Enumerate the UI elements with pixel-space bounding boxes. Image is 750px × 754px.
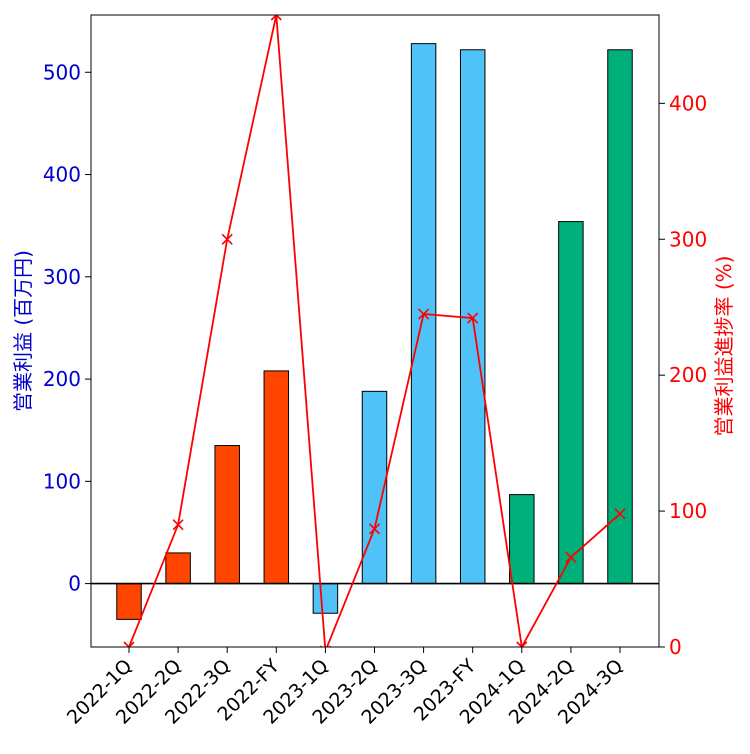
bar-2024-1Q: [509, 494, 535, 585]
y-tick-right-label: 400: [669, 91, 707, 115]
bar-2022-1Q: [116, 583, 142, 620]
y-axis-label-right: 営業利益進捗率 (%): [712, 256, 736, 437]
y-tick-left-label: 200: [43, 367, 81, 391]
y-tick-right-label: 100: [669, 499, 707, 523]
progress-marker-2024-1Q: [516, 641, 528, 647]
progress-marker-2022-1Q: [123, 641, 135, 647]
progress-marker-2022-3Q: [221, 233, 233, 245]
y-tick-left-label: 100: [43, 469, 81, 493]
bar-2023-1Q: [312, 583, 339, 614]
bar-2022-FY: [263, 370, 290, 585]
bars-layer: [116, 43, 633, 620]
y-tick-right-label: 200: [669, 363, 707, 387]
bar-2022-3Q: [214, 445, 240, 585]
y-tick-left-label: 400: [43, 163, 81, 187]
bar-2024-3Q: [607, 49, 633, 585]
progress-marker-2022-FY: [270, 15, 282, 21]
y-tick-right-label: 0: [669, 635, 682, 659]
progress-marker-2023-3Q: [418, 308, 430, 320]
y-axis-label-left: 営業利益 (百万円): [11, 250, 35, 412]
progress-line-layer: [123, 15, 626, 647]
progress-marker-2023-2Q: [368, 523, 381, 535]
progress-marker-2024-3Q: [614, 508, 626, 520]
bar-2024-2Q: [558, 221, 584, 585]
y-tick-right-label: 300: [669, 227, 707, 251]
progress-marker-2023-FY: [467, 312, 479, 324]
y-tick-left-label: 500: [43, 60, 81, 84]
y-tick-left-label: 300: [43, 265, 81, 289]
progress-marker-2022-2Q: [172, 519, 184, 531]
bar-2022-2Q: [165, 552, 191, 585]
progress-marker-2024-2Q: [565, 551, 577, 563]
bar-2023-2Q: [361, 390, 388, 585]
y-tick-left-label: 0: [68, 572, 81, 596]
